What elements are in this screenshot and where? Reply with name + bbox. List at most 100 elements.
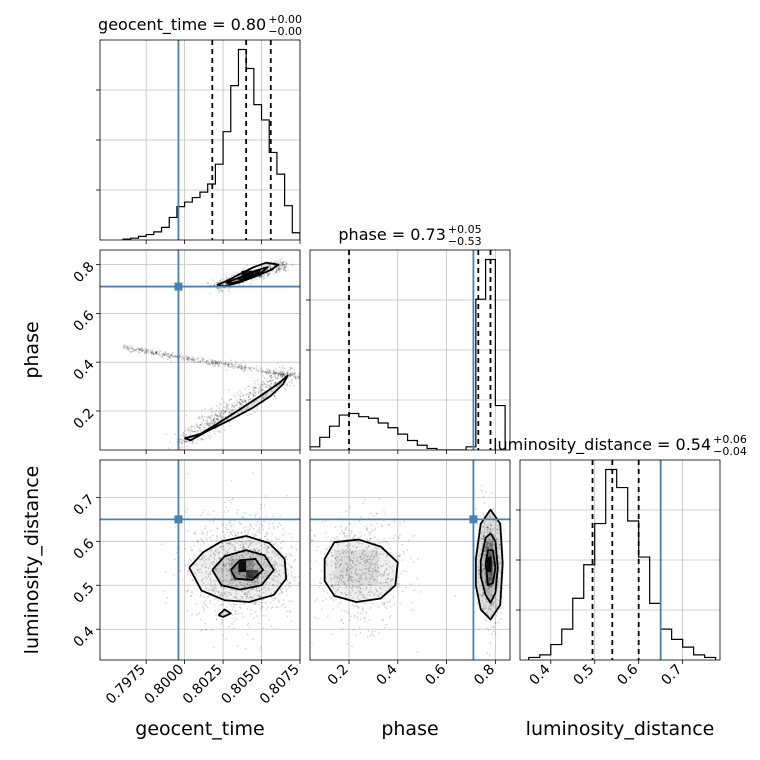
scatter-point xyxy=(284,264,287,267)
scatter-point xyxy=(210,582,213,584)
scatter-point xyxy=(291,264,294,267)
scatter-point xyxy=(234,274,237,277)
scatter-point xyxy=(229,522,232,524)
scatter-point xyxy=(240,574,242,577)
scatter-point xyxy=(127,348,130,350)
scatter-point xyxy=(211,589,214,591)
scatter-point xyxy=(282,540,284,542)
scatter-point xyxy=(122,345,125,347)
scatter-point xyxy=(225,282,227,284)
scatter-point xyxy=(490,525,492,527)
scatter-point xyxy=(271,578,273,580)
scatter-point xyxy=(204,629,207,631)
scatter-point xyxy=(280,373,283,375)
scatter-point xyxy=(179,438,181,440)
scatter-point xyxy=(124,346,127,349)
scatter-point xyxy=(237,567,240,570)
scatter-point xyxy=(373,557,375,560)
scatter-point xyxy=(227,510,229,512)
scatter-point xyxy=(206,422,208,424)
scatter-point xyxy=(401,590,404,593)
scatter-point xyxy=(268,369,271,371)
scatter-point xyxy=(233,406,235,408)
scatter-point xyxy=(483,525,485,528)
scatter-point xyxy=(488,608,490,610)
scatter-point xyxy=(184,436,187,438)
scatter-point xyxy=(291,600,293,602)
scatter-point xyxy=(482,545,484,548)
scatter-point xyxy=(482,537,485,539)
scatter-point xyxy=(263,543,266,546)
scatter-point xyxy=(496,539,498,541)
scatter-point xyxy=(268,527,270,530)
scatter-point xyxy=(264,393,266,396)
scatter-point xyxy=(342,549,344,551)
scatter-point xyxy=(490,574,493,577)
scatter-point xyxy=(273,566,276,568)
scatter-point xyxy=(390,567,392,569)
scatter-point xyxy=(260,551,262,554)
scatter-point xyxy=(264,570,267,572)
scatter-point xyxy=(290,367,292,369)
scatter-point xyxy=(475,508,478,510)
scatter-point xyxy=(377,538,379,541)
scatter-point xyxy=(223,592,225,594)
scatter-point xyxy=(276,576,279,578)
scatter-point xyxy=(212,359,214,362)
scatter-point xyxy=(167,353,169,355)
scatter-point xyxy=(483,592,485,595)
scatter-point xyxy=(163,354,165,356)
scatter-point xyxy=(275,392,277,394)
scatter-point xyxy=(276,571,278,573)
scatter-point xyxy=(155,352,157,354)
scatter-point xyxy=(280,375,283,377)
scatter-point xyxy=(276,371,278,373)
panel-title-geocent_time: geocent_time = 0.80 +0.00−0.00 xyxy=(98,13,302,38)
scatter-point xyxy=(331,561,333,563)
scatter-point xyxy=(358,590,360,593)
scatter-point xyxy=(187,440,189,443)
scatter-point xyxy=(265,380,268,382)
scatter-point xyxy=(487,594,490,596)
tick-label-x-geocent-time: 0.8000 xyxy=(141,662,187,708)
scatter-point xyxy=(482,525,484,528)
scatter-point xyxy=(486,613,488,615)
scatter-point xyxy=(275,269,278,272)
scatter-point xyxy=(285,590,288,593)
scatter-point xyxy=(202,578,205,580)
scatter-point xyxy=(267,606,269,608)
scatter-point xyxy=(484,581,487,583)
histogram-line xyxy=(310,258,506,450)
scatter-point xyxy=(257,595,259,597)
scatter-point xyxy=(193,554,195,557)
scatter-point xyxy=(376,580,378,583)
scatter-point xyxy=(349,548,352,551)
scatter-point xyxy=(491,585,493,587)
scatter-point xyxy=(493,536,495,539)
scatter-point xyxy=(369,537,371,539)
scatter-point xyxy=(165,354,168,357)
scatter-point xyxy=(171,355,174,358)
scatter-point xyxy=(400,572,402,575)
scatter-point xyxy=(220,410,222,413)
contour-line xyxy=(236,269,261,281)
scatter-point xyxy=(265,549,268,552)
scatter-point xyxy=(266,272,269,274)
scatter-point xyxy=(274,260,276,263)
scatter-point xyxy=(200,629,202,632)
scatter-point xyxy=(274,391,277,394)
scatter-point xyxy=(483,502,485,504)
scatter-point xyxy=(216,362,219,364)
scatter-point xyxy=(293,369,296,371)
scatter-point xyxy=(287,370,289,373)
scatter-point xyxy=(275,597,277,600)
scatter-point xyxy=(219,411,221,414)
scatter-point xyxy=(228,542,230,544)
scatter-point xyxy=(254,276,256,279)
scatter-point xyxy=(238,272,240,275)
scatter-point xyxy=(260,507,263,510)
scatter-point xyxy=(276,385,278,387)
scatter-point xyxy=(175,526,177,528)
scatter-point xyxy=(267,372,270,374)
scatter-point xyxy=(492,560,494,563)
